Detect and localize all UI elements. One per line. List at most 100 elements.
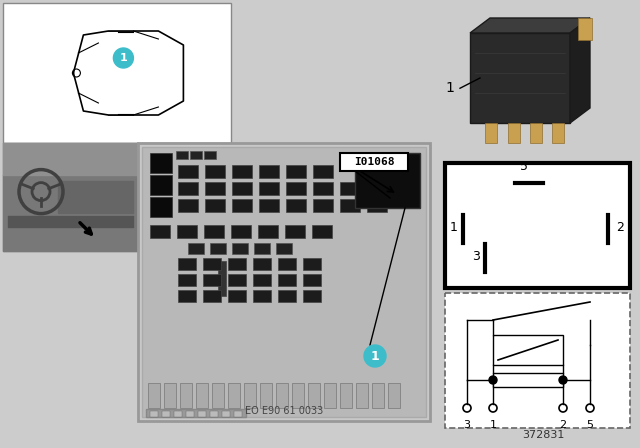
- Bar: [150, 175, 172, 195]
- Bar: [276, 243, 292, 254]
- Bar: [445, 163, 630, 288]
- Bar: [150, 197, 172, 217]
- Text: 3: 3: [472, 250, 480, 263]
- Text: 372831: 372831: [523, 430, 565, 440]
- Circle shape: [364, 345, 386, 367]
- Text: 1: 1: [490, 420, 497, 430]
- Bar: [3, 3, 231, 143]
- Bar: [355, 153, 420, 208]
- Text: I01068: I01068: [354, 157, 394, 167]
- Bar: [190, 151, 202, 159]
- Bar: [148, 383, 160, 408]
- Bar: [178, 258, 196, 270]
- Bar: [231, 225, 251, 238]
- Bar: [578, 18, 592, 40]
- Bar: [234, 411, 242, 417]
- Bar: [260, 383, 272, 408]
- Bar: [244, 383, 256, 408]
- Bar: [205, 165, 225, 178]
- Bar: [508, 123, 520, 143]
- Bar: [162, 411, 170, 417]
- Bar: [372, 383, 384, 408]
- Bar: [530, 123, 542, 143]
- Bar: [178, 199, 198, 212]
- Bar: [232, 165, 252, 178]
- Bar: [253, 274, 271, 286]
- Text: 1: 1: [120, 53, 127, 63]
- Bar: [205, 199, 225, 212]
- Bar: [180, 383, 192, 408]
- Bar: [313, 165, 333, 178]
- Text: 1: 1: [450, 221, 458, 234]
- Polygon shape: [470, 18, 590, 33]
- Bar: [3, 143, 138, 251]
- Bar: [278, 290, 296, 302]
- Text: 2: 2: [616, 221, 624, 234]
- Bar: [228, 274, 246, 286]
- Bar: [308, 383, 320, 408]
- Bar: [228, 383, 240, 408]
- Bar: [303, 274, 321, 286]
- Bar: [367, 199, 387, 212]
- Bar: [493, 373, 563, 387]
- Bar: [178, 182, 198, 195]
- Bar: [178, 290, 196, 302]
- Bar: [222, 411, 230, 417]
- Polygon shape: [570, 18, 590, 123]
- Bar: [259, 182, 279, 195]
- Bar: [292, 383, 304, 408]
- Bar: [356, 383, 368, 408]
- Circle shape: [559, 376, 567, 384]
- Bar: [388, 383, 400, 408]
- Bar: [278, 258, 296, 270]
- Bar: [203, 290, 221, 302]
- Bar: [232, 199, 252, 212]
- Bar: [228, 290, 246, 302]
- Bar: [313, 199, 333, 212]
- Bar: [196, 383, 208, 408]
- Bar: [232, 182, 252, 195]
- Bar: [142, 147, 426, 417]
- Text: EO E90 61 0033: EO E90 61 0033: [245, 406, 323, 416]
- Bar: [186, 411, 194, 417]
- Text: 1: 1: [371, 349, 380, 362]
- Text: 3: 3: [463, 420, 470, 430]
- Bar: [303, 290, 321, 302]
- Bar: [286, 199, 306, 212]
- Bar: [203, 274, 221, 286]
- Bar: [485, 123, 497, 143]
- Bar: [303, 258, 321, 270]
- Bar: [204, 151, 216, 159]
- Bar: [164, 383, 176, 408]
- Bar: [258, 225, 278, 238]
- Bar: [177, 225, 197, 238]
- Bar: [313, 182, 333, 195]
- Bar: [276, 383, 288, 408]
- Bar: [286, 182, 306, 195]
- Bar: [340, 383, 352, 408]
- Text: 1: 1: [445, 81, 454, 95]
- Bar: [367, 182, 387, 195]
- Bar: [204, 225, 224, 238]
- Bar: [286, 165, 306, 178]
- Bar: [254, 243, 270, 254]
- Bar: [188, 243, 204, 254]
- Text: 5: 5: [586, 420, 593, 430]
- Bar: [205, 182, 225, 195]
- Bar: [174, 411, 182, 417]
- Bar: [259, 199, 279, 212]
- Bar: [146, 409, 246, 417]
- Bar: [259, 165, 279, 178]
- Bar: [150, 411, 158, 417]
- Circle shape: [489, 376, 497, 384]
- Bar: [150, 153, 172, 173]
- Bar: [138, 143, 430, 421]
- Bar: [340, 182, 360, 195]
- Bar: [150, 225, 170, 238]
- Bar: [285, 225, 305, 238]
- Bar: [212, 383, 224, 408]
- Bar: [324, 383, 336, 408]
- Bar: [440, 3, 635, 158]
- Bar: [228, 258, 246, 270]
- Bar: [253, 258, 271, 270]
